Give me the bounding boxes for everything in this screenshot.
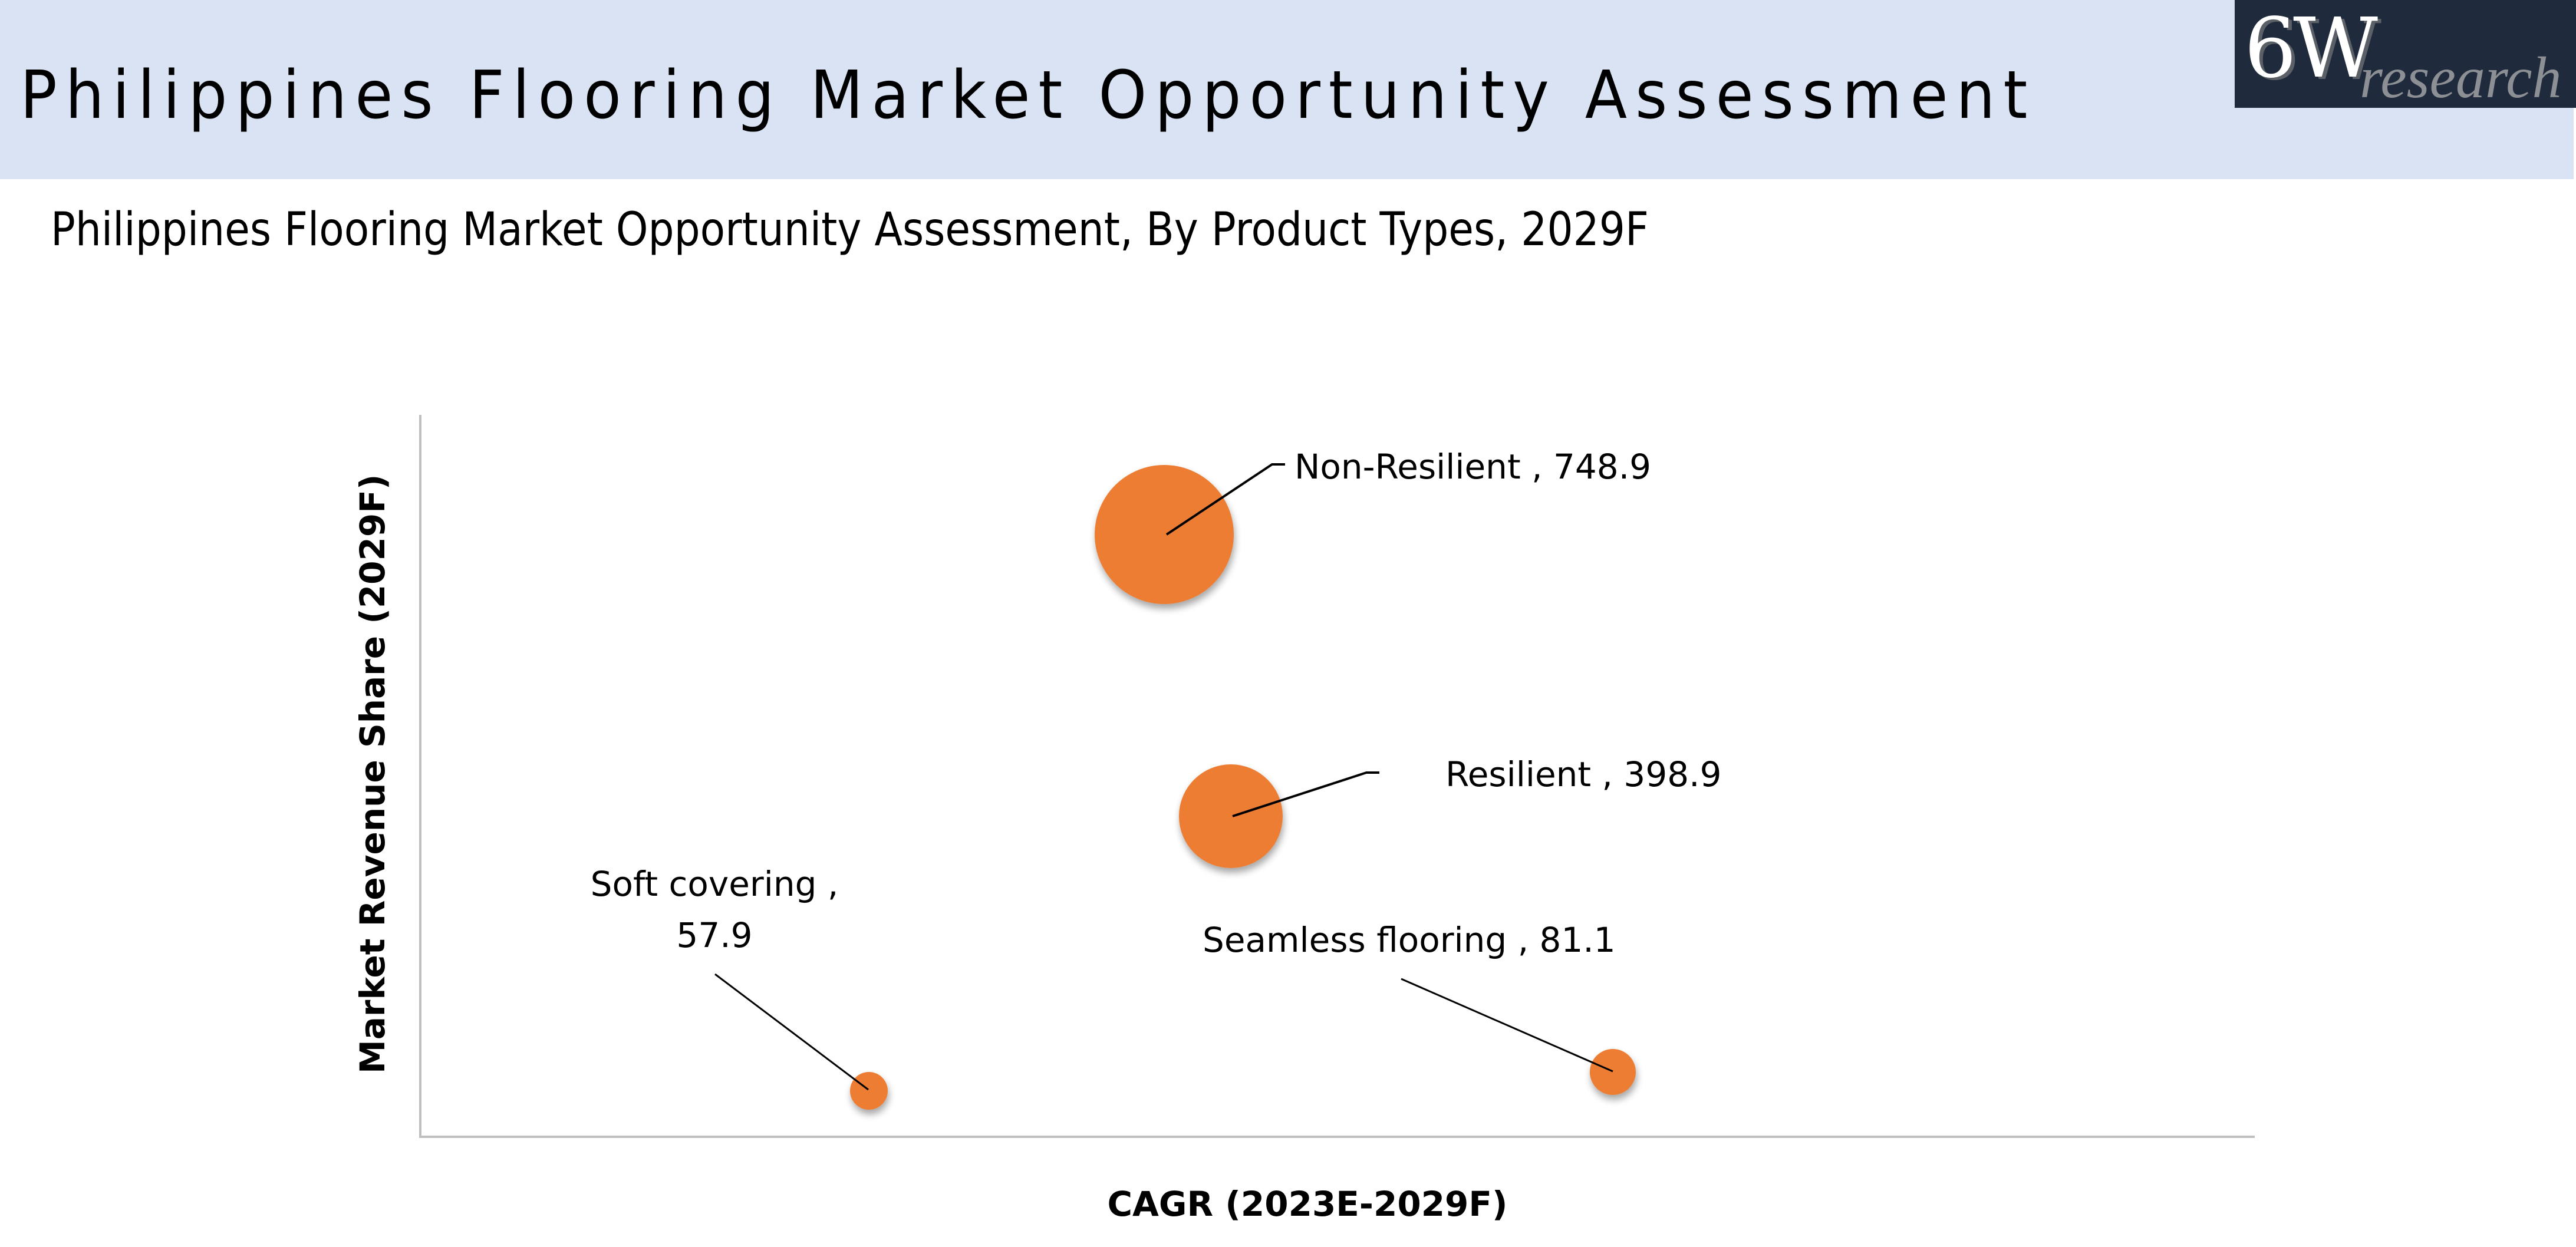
logo-wordmark: research bbox=[2360, 45, 2562, 108]
leader-line-non-resilient bbox=[1165, 463, 1285, 536]
data-label-non-resilient: Non-Resilient , 748.9 bbox=[1294, 447, 1652, 487]
company-logo: 6W research bbox=[2235, 0, 2576, 108]
bubble-non-resilient[interactable] bbox=[1095, 465, 1234, 604]
header-band bbox=[0, 0, 2574, 179]
logo-mark: 6W bbox=[2244, 1, 2378, 97]
data-label-resilient: Resilient , 398.9 bbox=[1445, 754, 1722, 794]
y-axis-title: Market Revenue Share (2029F) bbox=[353, 474, 393, 1074]
leader-line-soft-covering bbox=[714, 973, 869, 1091]
bubble-resilient[interactable] bbox=[1179, 764, 1283, 868]
page-title: Philippines Flooring Market Opportunity … bbox=[20, 57, 2036, 134]
data-label-seamless-flooring: Seamless flooring , 81.1 bbox=[1203, 920, 1616, 960]
x-axis-title: CAGR (2023E-2029F) bbox=[1107, 1184, 1508, 1224]
leader-line-seamless-flooring bbox=[1401, 978, 1613, 1073]
data-label-soft-covering-line2: 57.9 bbox=[676, 915, 753, 955]
bubble-seamless-flooring[interactable] bbox=[1590, 1049, 1636, 1095]
leader-line-resilient bbox=[1232, 771, 1379, 817]
bubble-soft-covering[interactable] bbox=[850, 1072, 888, 1110]
chart-title: Philippines Flooring Market Opportunity … bbox=[51, 203, 1649, 256]
data-label-soft-covering-line1: Soft covering , bbox=[590, 864, 839, 904]
